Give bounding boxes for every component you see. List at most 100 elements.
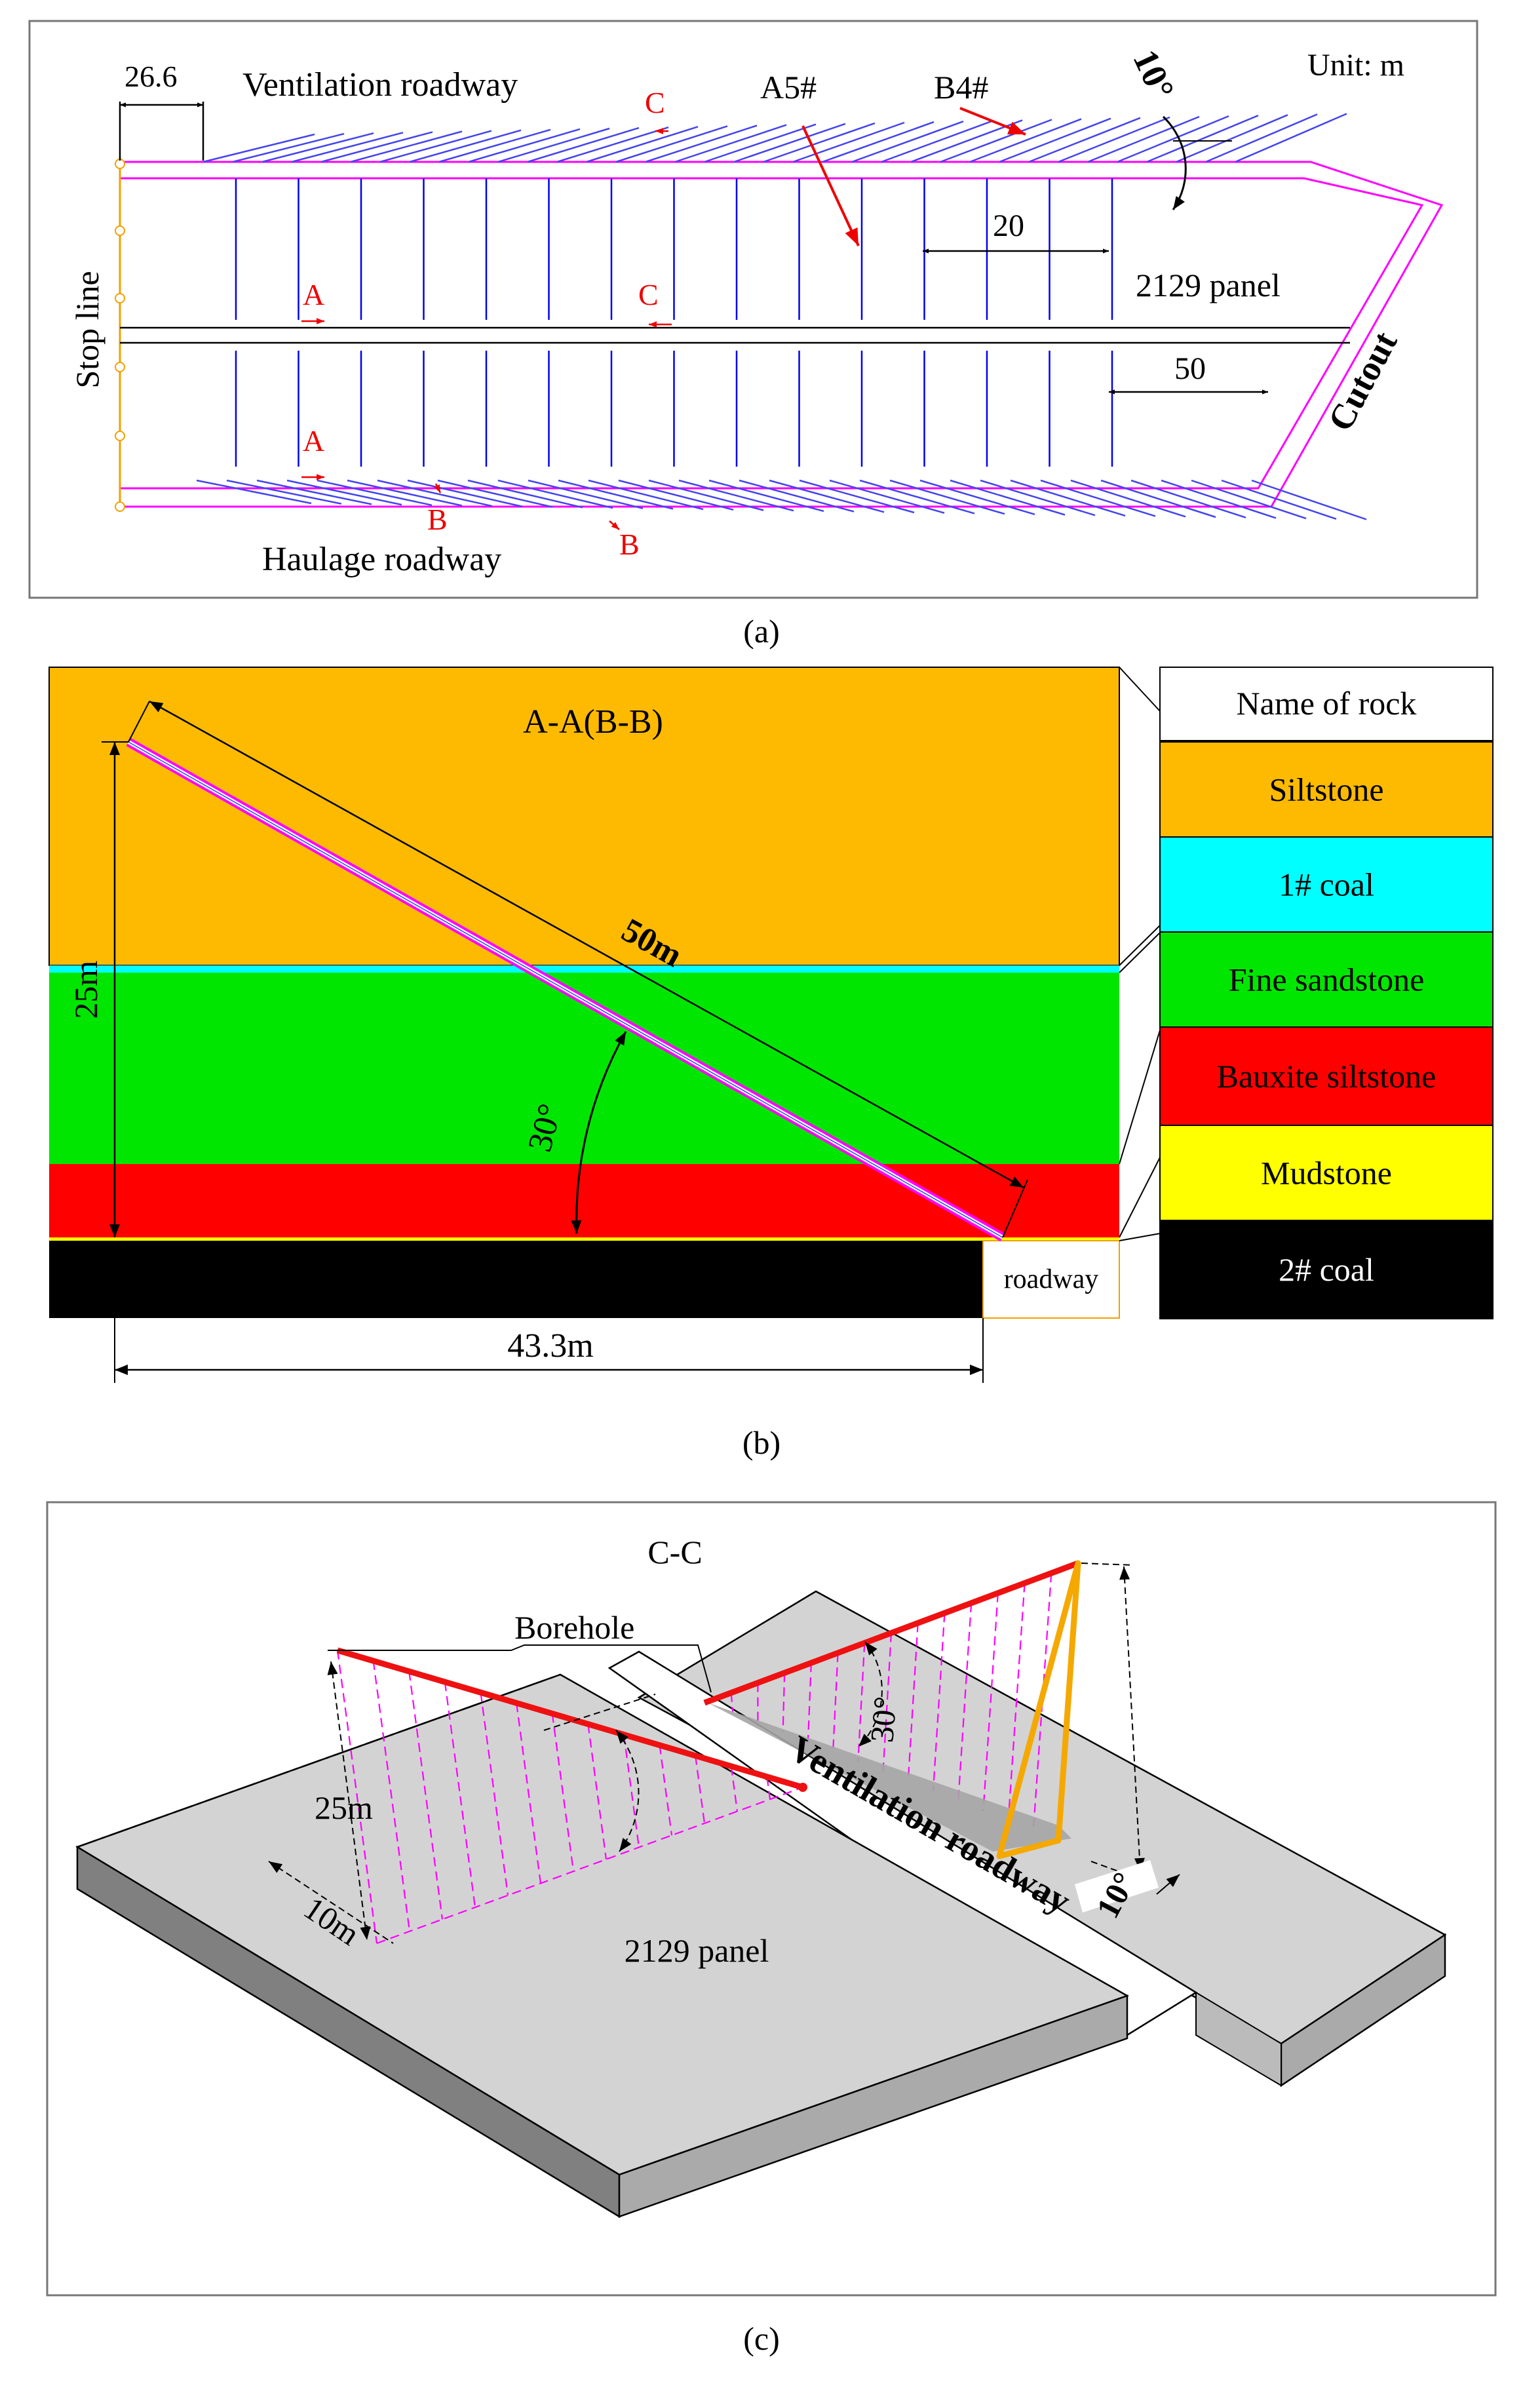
haulage-hatch-line bbox=[1100, 479, 1216, 518]
ventilation-hatch-line bbox=[202, 133, 315, 163]
ventilation-hatch-line bbox=[438, 128, 551, 163]
ventilation-hatch-line bbox=[1235, 113, 1347, 163]
layer-1-coal bbox=[49, 965, 1119, 973]
ventilation-hatch-line bbox=[822, 121, 935, 163]
section-c-top: C bbox=[645, 86, 665, 119]
haulage-hatch-line bbox=[799, 479, 915, 514]
section-b-left-tick bbox=[434, 483, 442, 494]
fan-line bbox=[807, 1663, 812, 1743]
panel-b: roadway 50m 25m 30° 43.3m A-A(B-B) bbox=[48, 667, 1494, 1461]
angle-label-c: 30° bbox=[863, 1695, 904, 1744]
fan-line bbox=[659, 1745, 673, 1836]
ventilation-hatch-line bbox=[379, 130, 492, 163]
ventilation-hatch-line bbox=[556, 126, 669, 163]
ventilation-hatch-line bbox=[350, 130, 463, 163]
panel-name-a: 2129 panel bbox=[1136, 267, 1281, 303]
legend-label: Fine sandstone bbox=[1229, 961, 1425, 998]
borehole-a5-label: A5# bbox=[760, 69, 817, 106]
dim-offset-label: 26.6 bbox=[125, 60, 178, 93]
ventilation-hatch-line bbox=[1087, 115, 1200, 163]
tilt-triangle bbox=[996, 1560, 1081, 1859]
legend-swatch bbox=[1159, 931, 1494, 1028]
haulage-hatch-line bbox=[1191, 479, 1307, 520]
layer-2-coal bbox=[49, 1241, 983, 1318]
ventilation-hatch-line bbox=[763, 122, 876, 163]
roadway-label-b: roadway bbox=[1004, 1264, 1099, 1294]
haulage-hatch-line bbox=[317, 479, 433, 507]
legend-label: Bauxite siltstone bbox=[1217, 1058, 1436, 1095]
dim-50m-ext2 bbox=[1002, 1179, 1028, 1238]
haulage-hatch-line bbox=[769, 479, 885, 513]
main-slab-front-side bbox=[618, 1994, 1128, 2218]
dim-cutout-label: 50 bbox=[1174, 351, 1206, 386]
section-a-mid: A bbox=[303, 278, 324, 311]
fan-line bbox=[907, 1623, 919, 1782]
haulage-hatch-line bbox=[226, 479, 342, 505]
panel-c-dims bbox=[268, 1563, 1180, 1944]
legend-header-box bbox=[1159, 667, 1494, 741]
haulage-hatch-line bbox=[950, 479, 1066, 516]
haulage-hatch-line bbox=[588, 479, 704, 511]
haulage-hatch-line bbox=[1070, 479, 1186, 518]
ventilation-hatch-line bbox=[1176, 114, 1288, 163]
left-fan-base bbox=[376, 1786, 803, 1945]
main-slab-dash bbox=[77, 1673, 561, 1848]
haulage-hatch-line bbox=[286, 479, 402, 506]
legend-label: Mudstone bbox=[1261, 1155, 1392, 1192]
borehole-a5-arrow bbox=[801, 125, 860, 246]
dim-50m-ext1 bbox=[128, 701, 150, 743]
section-marks: C C A A B B bbox=[301, 86, 672, 561]
panel-outline-outer bbox=[120, 161, 1444, 508]
haulage-hatch-line bbox=[377, 479, 493, 507]
left-borehole bbox=[336, 1647, 804, 1791]
ventilation-hatch-line bbox=[704, 123, 817, 163]
legend-label: Siltstone bbox=[1269, 771, 1383, 808]
section-title-b: A-A(B-B) bbox=[523, 703, 663, 741]
legend-label: 1# coal bbox=[1279, 866, 1374, 903]
haulage-hatch-line bbox=[1040, 479, 1156, 517]
caption-b: (b) bbox=[742, 1424, 781, 1461]
fan-line bbox=[551, 1713, 575, 1872]
ventilation-hatch-line bbox=[881, 120, 993, 163]
fan-line bbox=[832, 1652, 839, 1753]
rock-legend: Name of rock Siltstone 1# coal Fine sandst… bbox=[1159, 667, 1494, 1319]
fan-line bbox=[444, 1682, 476, 1908]
haulage-hatch-line bbox=[919, 479, 1035, 515]
fan-line bbox=[587, 1724, 607, 1859]
roadway-box bbox=[982, 1240, 1120, 1319]
ventilation-hatch-line bbox=[674, 124, 787, 163]
ventilation-hatch-line bbox=[1205, 113, 1318, 163]
ventilation-hatch-line bbox=[999, 117, 1111, 163]
unit-label: Unit: m bbox=[1307, 48, 1404, 83]
panel-outline-inner bbox=[120, 177, 1424, 490]
ventilation-hatch-line bbox=[969, 118, 1082, 163]
panel-a: 26.6 Ventilation roadway Haulage roadway… bbox=[28, 20, 1478, 650]
ventilation-hatch-line bbox=[320, 131, 433, 163]
ventilation-hatch-line bbox=[910, 119, 1023, 163]
legend-swatch bbox=[1159, 741, 1494, 838]
fan-line bbox=[957, 1602, 973, 1802]
ventilation-hatch-line bbox=[409, 129, 522, 163]
ventilation-hatch-line bbox=[527, 126, 640, 163]
ventilation-borehole-hatch bbox=[202, 113, 1347, 163]
fan-line bbox=[766, 1776, 771, 1800]
fan-line bbox=[730, 1692, 734, 1713]
legend-swatch bbox=[1159, 1220, 1494, 1319]
fan-line bbox=[932, 1613, 946, 1792]
legend-rows: Siltstone 1# coal Fine sandstone Bauxite si… bbox=[1159, 741, 1494, 1319]
stop-line-markers bbox=[115, 159, 125, 512]
fan-line bbox=[480, 1692, 509, 1895]
section-title-c: C-C bbox=[647, 1534, 702, 1570]
haulage-hatch-line bbox=[708, 479, 824, 513]
height-label-c: 25m bbox=[315, 1789, 373, 1826]
fan-line bbox=[408, 1671, 444, 1920]
haulage-hatch-line bbox=[1221, 479, 1337, 520]
haulage-hatch-line bbox=[618, 479, 734, 511]
haulage-hatch-line bbox=[196, 479, 312, 505]
stop-line-label: Stop line bbox=[69, 271, 106, 388]
left-borehole-fan bbox=[336, 1650, 771, 1944]
haulage-hatch-line bbox=[1161, 479, 1277, 519]
fan-line bbox=[372, 1660, 411, 1932]
caption-a: (a) bbox=[743, 613, 780, 650]
dim-25m-label: 25m bbox=[67, 960, 104, 1019]
